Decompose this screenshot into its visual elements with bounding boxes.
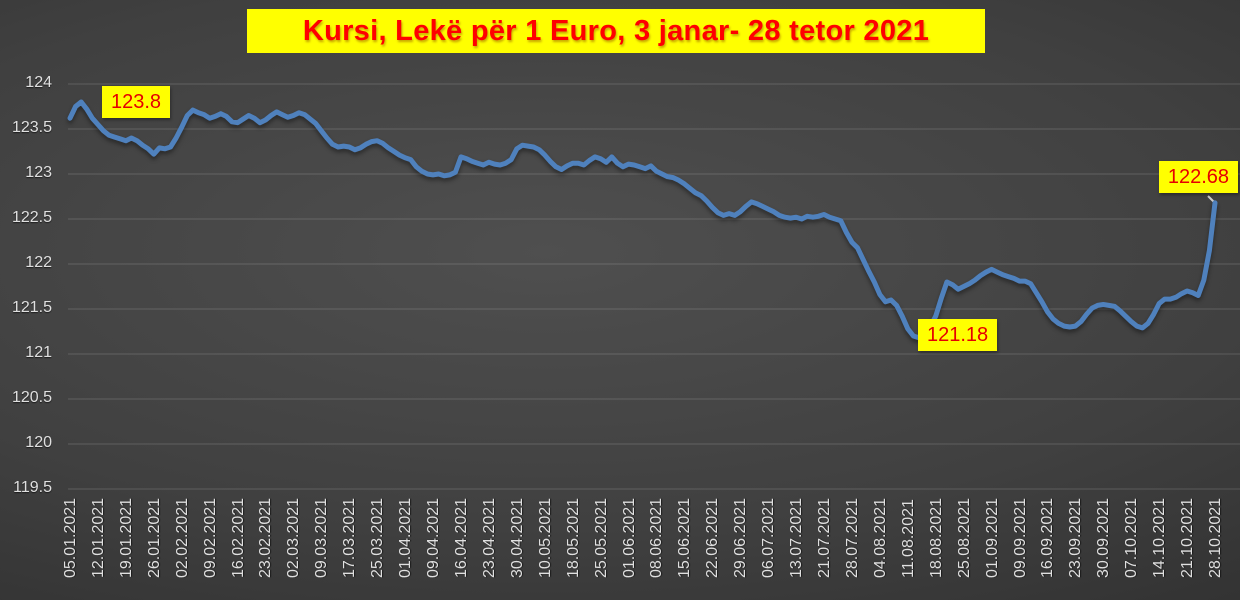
x-axis-tick-label: 07.10.2021 [1123,497,1141,578]
x-axis-tick-label: 21.07.2021 [816,497,834,578]
y-axis-tick-label: 123 [25,164,52,181]
y-axis-tick-label: 123.5 [11,119,52,136]
x-axis-tick-label: 01.06.2021 [620,497,638,578]
x-axis-tick-label: 29.06.2021 [732,497,750,578]
x-axis-tick-label: 28.10.2021 [1207,497,1224,578]
x-axis-tick-label: 21.10.2021 [1179,497,1197,578]
x-axis-tick-label: 17.03.2021 [341,497,359,578]
y-axis-tick-label: 122 [25,254,52,271]
x-axis-tick-label: 09.04.2021 [425,497,443,578]
x-axis-tick-label: 09.03.2021 [313,497,331,578]
x-axis-tick-label: 05.01.2021 [62,497,79,578]
x-axis-tick-label: 12.01.2021 [89,497,107,578]
x-axis-tick-label: 26.01.2021 [145,497,163,578]
x-axis-tick-label: 01.09.2021 [983,497,1001,578]
x-axis-tick-label: 16.09.2021 [1039,497,1057,578]
x-axis-tick-label: 02.03.2021 [285,497,303,578]
x-axis-tick-label: 15.06.2021 [676,497,694,578]
x-axis-tick-label: 08.06.2021 [648,497,666,578]
data-label-min: 121.18 [918,319,998,351]
x-axis-tick-label: 28.07.2021 [843,497,861,578]
x-axis-tick-label: 30.09.2021 [1095,497,1113,578]
x-axis-tick-label: 09.02.2021 [201,497,219,578]
x-axis-tick-label: 25.03.2021 [369,497,387,578]
x-axis-tick-label: 16.02.2021 [229,497,247,578]
x-axis-tick-label: 18.08.2021 [927,497,945,578]
x-axis-tick-label: 04.08.2021 [871,497,889,578]
series-line [67,99,1218,341]
y-axis-tick-label: 124 [25,74,52,91]
x-axis-tick-label: 14.10.2021 [1151,497,1169,578]
data-label-start: 123.8 [102,86,171,118]
x-axis-tick-label: 25.08.2021 [955,497,973,578]
x-axis-tick-label: 16.04.2021 [452,497,470,578]
y-axis-tick-label: 119.5 [13,479,52,496]
x-axis-tick-label: 06.07.2021 [760,497,778,578]
x-axis-tick-label: 18.05.2021 [564,497,582,578]
y-axis-tick-label: 120 [25,434,52,451]
x-axis-tick-label: 10.05.2021 [536,497,554,578]
x-axis-tick-label: 01.04.2021 [397,497,415,578]
y-axis-tick-label: 121 [25,344,52,361]
y-axis-tick-label: 120.5 [11,389,52,406]
x-axis-tick-label: 23.04.2021 [480,497,498,578]
x-axis-tick-label: 13.07.2021 [788,497,806,578]
chart-title: Kursi, Lekë për 1 Euro, 3 janar- 28 teto… [247,9,985,53]
x-axis-tick-label: 22.06.2021 [704,497,722,578]
x-axis-tick-label: 23.02.2021 [257,497,275,578]
x-axis-tick-label: 30.04.2021 [508,497,526,578]
x-axis-tick-label: 11.08.2021 [899,499,917,578]
data-label-end: 122.68 [1158,161,1238,193]
x-axis-tick-label: 25.05.2021 [592,497,610,578]
x-axis-tick-label: 19.01.2021 [117,497,135,578]
y-axis-tick-label: 122.5 [11,209,52,226]
x-axis-tick-label: 02.02.2021 [173,497,191,578]
y-axis: 124 123.5 123 122.5 122 121.5 121 120.5 120 119.5 [0,0,58,600]
y-axis-tick-label: 121.5 [11,299,52,316]
x-axis-tick-label: 23.09.2021 [1067,497,1085,578]
x-axis-tick-label: 09.09.2021 [1011,497,1029,578]
